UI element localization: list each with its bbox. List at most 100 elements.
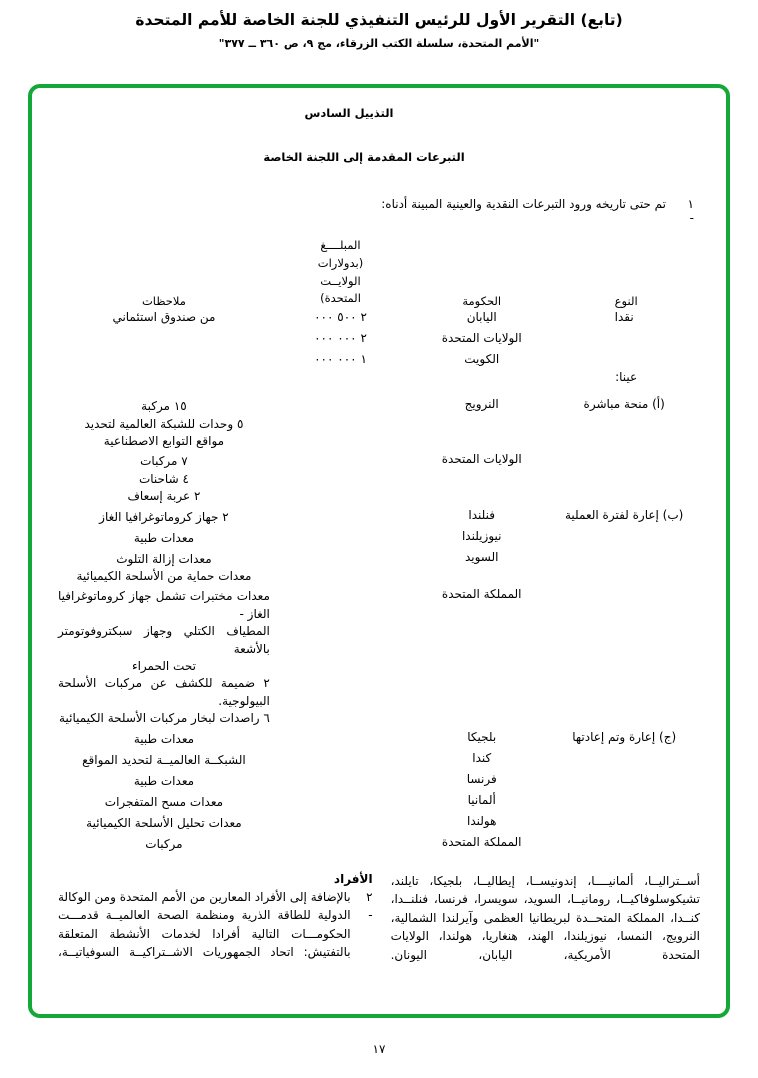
table-row: الكويت ١ ٠٠٠ ٠٠٠ (58, 350, 700, 371)
cell-type (552, 548, 700, 586)
cell-government: كندا (472, 750, 492, 765)
cell-government: المملكة المتحدة (441, 834, 522, 849)
cell-type: (ج) إعارة وتم إعادتها (572, 729, 677, 744)
cell-amount (270, 812, 411, 833)
annex-heading: التذييل السادس (304, 106, 394, 120)
inkind-label-pad (58, 371, 552, 383)
cell-type (552, 833, 700, 854)
cell-notes: ١٥ مركبة ٥ وحدات للشبكة العالمية لتحديد مو… (58, 395, 270, 450)
column-header-government: الحكومة (462, 294, 502, 309)
paragraph-1-text: تم حتى تاريخه ورود التبرعات النقدية والع… (381, 197, 666, 211)
column-header-amount-line: المتحدة) (320, 291, 361, 306)
cell-amount (270, 770, 411, 791)
donations-table-body: نقدا اليابان ٢ ٥٠٠ ٠٠٠ من صندوق استئماني الو… (58, 308, 700, 853)
note-line: معدات مسح المتفجرات (104, 794, 224, 809)
cell-type: نقدا (614, 310, 634, 325)
note-line: معدات طبية (133, 731, 195, 746)
cell-government: المملكة المتحدة (441, 587, 522, 602)
column-header-amount-line: (بدولارات (317, 255, 364, 270)
cell-amount (270, 450, 411, 505)
column-header-amount-lines: المبلــــغ (بدولارات الولايــت المتحدة) (270, 237, 411, 308)
table-row: الولايات المتحدة ٢ ٠٠٠ ٠٠٠ (58, 329, 700, 350)
note-line: معدات حماية من الأسلحة الكيميائية (76, 568, 252, 583)
cell-notes: معدات طبية (58, 770, 270, 791)
table-row: (أ) منحة مباشرة النرويج ١٥ مركبة ٥ وحدات لل… (58, 395, 700, 450)
cell-type: (ب) إعارة لفترة العملية (565, 507, 684, 522)
cell-government: اليابان (466, 310, 497, 325)
table-row: نقدا اليابان ٢ ٥٠٠ ٠٠٠ من صندوق استئماني (58, 308, 700, 329)
cell-amount: ٢ ٠٠٠ ٠٠٠ (314, 331, 367, 346)
table-row: المملكة المتحدة معدات مختبرات تشمل جهاز ك… (58, 585, 700, 727)
cell-government: هولندا (467, 813, 497, 828)
note-line: معدات طبية (133, 530, 195, 545)
table-row: المملكة المتحدة مركبات (58, 833, 700, 854)
note-line: ٢ عربة إسعاف (127, 489, 201, 504)
column-header-notes: ملاحظات (141, 294, 186, 309)
cell-government: الولايات المتحدة (441, 331, 522, 346)
annex-subheading: التبرعات المقدمة إلى اللجنة الخاصة (263, 150, 465, 164)
note-line: معدات طبية (133, 773, 195, 788)
personnel-section: أســتراليــا، ألمانيــــا، إندونيســا، إ… (58, 872, 700, 965)
paragraph-2-text: بالإضافة إلى الأفراد المعارين من الأمم ا… (58, 889, 351, 960)
cell-government: الولايات المتحدة (441, 452, 522, 467)
note-line: تحت الحمراء (131, 658, 196, 673)
personnel-countries: أســتراليــا، ألمانيــــا، إندونيســا، إ… (390, 873, 700, 962)
cell-notes: الشبكــة العالميــة لتحديد المواقع (58, 749, 270, 770)
cell-type (552, 791, 700, 812)
cell-government: بلجيكا (467, 729, 497, 744)
cell-type: (أ) منحة مباشرة (583, 397, 665, 412)
page-number: ١٧ (372, 1042, 386, 1056)
note-line: مواقع التوابع الاصطناعية (103, 434, 225, 449)
paragraph-1-number: ١ - (687, 197, 694, 225)
table-row: (ب) إعارة لفترة العملية فنلندا ٢ جهاز كروم… (58, 506, 700, 527)
page-subtitle: "الأمم المتحدة، سلسلة الكتب الزرقاء، مج … (218, 37, 540, 51)
note-line: المطياف الكتلي وجهاز سبكتروفوتومتر بالأش… (58, 624, 270, 656)
personnel-title: الأفراد (333, 871, 373, 886)
cell-amount: ٢ ٥٠٠ ٠٠٠ (314, 310, 367, 325)
cell-notes: من صندوق استئماني (112, 310, 216, 325)
note-line: ٢ ضميمة للكشف عن مركبات الأسلحة البيولوج… (58, 676, 270, 708)
table-row: (ج) إعارة وتم إعادتها بلجيكا معدات طبية (58, 728, 700, 749)
cell-government: ألمانيا (467, 792, 496, 807)
cell-notes: مركبات (58, 833, 270, 854)
column-header-amount: المبلــــغ (بدولارات الولايــت المتحدة) (270, 237, 411, 308)
cell-amount (270, 527, 411, 548)
cell-notes: معدات طبية (58, 728, 270, 749)
cell-amount (270, 791, 411, 812)
note-line: ٢ جهاز كروماتوغرافيا الغاز (99, 509, 229, 524)
note-line: معدات مختبرات تشمل جهاز كروماتوغرافيا ال… (58, 589, 270, 621)
table-row: الولايات المتحدة ٧ مركبات ٤ شاحنات ٢ عربة إ… (58, 450, 700, 505)
content-frame: التذييل السادس التبرعات المقدمة إلى اللج… (28, 84, 730, 1018)
cell-notes: معدات مختبرات تشمل جهاز كروماتوغرافيا ال… (58, 585, 270, 727)
column-header-type: النوع (614, 294, 638, 309)
table-row: هولندا معدات تحليل الأسلحة الكيميائية (58, 812, 700, 833)
note-line: ٦ راصدات لبخار مركبات الأسلحة الكيميائية (59, 711, 270, 726)
cell-notes: ٢ جهاز كروماتوغرافيا الغاز (58, 506, 270, 527)
cell-notes: معدات تحليل الأسلحة الكيميائية (58, 812, 270, 833)
cell-type (552, 329, 700, 350)
cell-notes (58, 329, 270, 350)
cell-amount (270, 585, 411, 727)
cell-government: فنلندا (468, 507, 496, 522)
table-row: ألمانيا معدات مسح المتفجرات (58, 791, 700, 812)
note-line: الشبكــة العالميــة لتحديد المواقع (82, 752, 246, 767)
note-line: ٧ مركبات (140, 454, 188, 469)
cell-type (552, 527, 700, 548)
cell-notes: معدات طبية (58, 527, 270, 548)
cell-notes (58, 350, 270, 371)
cell-amount: ١ ٠٠٠ ٠٠٠ (314, 352, 367, 367)
cell-type (552, 749, 700, 770)
cell-type (552, 770, 700, 791)
cell-amount (270, 548, 411, 586)
inkind-label: عينا: (615, 370, 638, 385)
note-line: ٤ شاحنات (138, 471, 189, 486)
donations-table: النوع الحكومة المبلــــغ (بدولارات الولايـ… (58, 237, 700, 854)
document-header: (تابع) التقرير الأول للرئيس التنفيذي للج… (0, 0, 758, 51)
cell-type (552, 450, 700, 505)
page-title: (تابع) التقرير الأول للرئيس التنفيذي للج… (135, 11, 623, 29)
table-row: نيوزيلندا معدات طبية (58, 527, 700, 548)
cell-government: النرويج (464, 397, 499, 412)
table-row: السويد معدات إزالة التلوث معدات حماية من ا… (58, 548, 700, 586)
cell-amount (270, 506, 411, 527)
cell-notes: معدات مسح المتفجرات (58, 791, 270, 812)
